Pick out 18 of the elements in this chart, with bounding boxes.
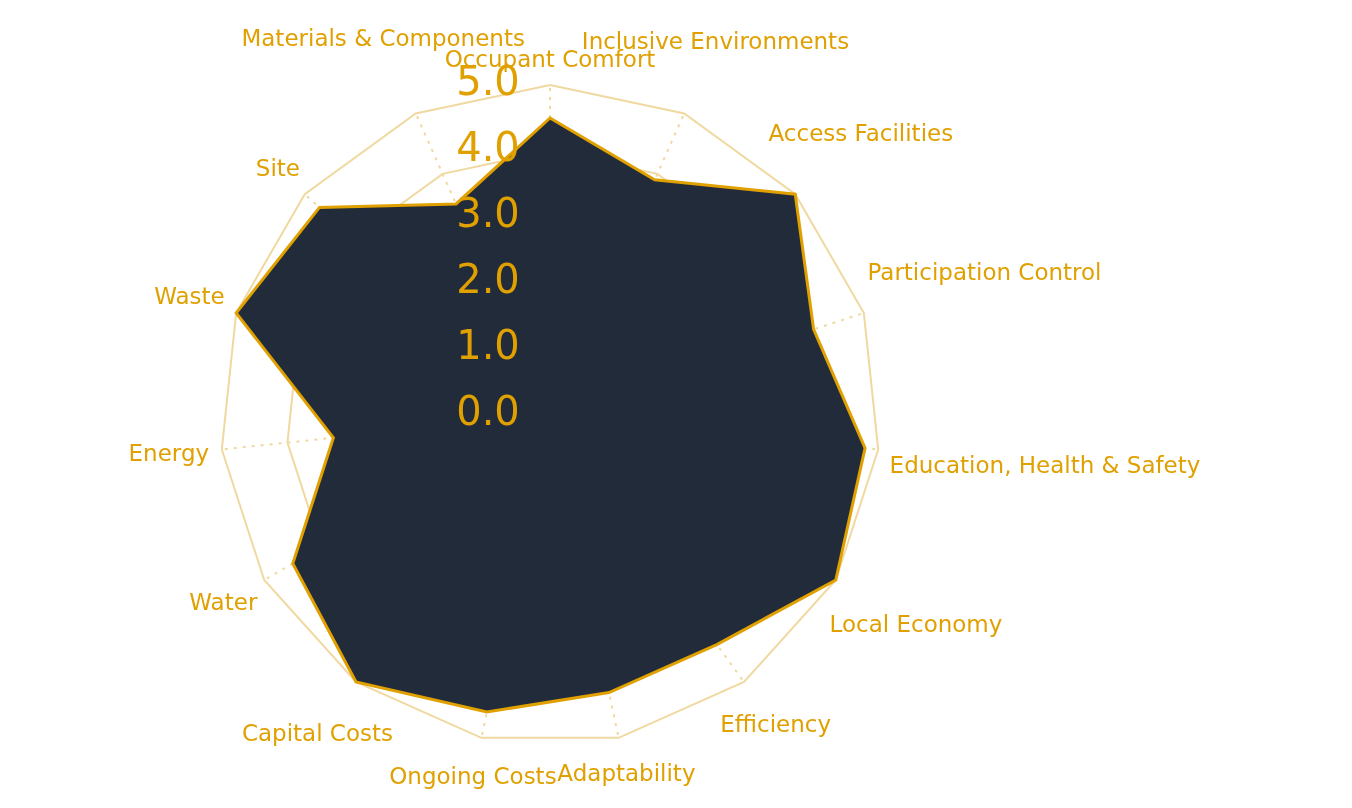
spoke-label: Education, Health & Safety	[889, 452, 1201, 478]
spoke-label: Materials & Components	[241, 25, 525, 52]
y-tick-label: 1.0	[456, 322, 520, 369]
spoke-label: Site	[255, 155, 301, 181]
spoke-label: Ongoing Costs	[389, 762, 557, 789]
spoke-label: Capital Costs	[241, 720, 393, 747]
spoke-label: Adaptability	[557, 759, 696, 786]
spoke-label: Efficiency	[720, 710, 832, 737]
spoke-label: Energy	[128, 440, 210, 467]
spoke-label: Local Economy	[829, 611, 1003, 638]
spoke-label: Waste	[154, 282, 225, 309]
spoke-label: Water	[189, 588, 258, 615]
y-tick-label: 2.0	[456, 256, 520, 303]
y-tick-label: 3.0	[456, 190, 520, 237]
y-tick-label: 4.0	[456, 124, 520, 171]
spoke-label: Access Facilities	[768, 120, 954, 147]
y-tick-label: 0.0	[456, 388, 520, 435]
spoke-label: Participation Control	[867, 258, 1102, 285]
